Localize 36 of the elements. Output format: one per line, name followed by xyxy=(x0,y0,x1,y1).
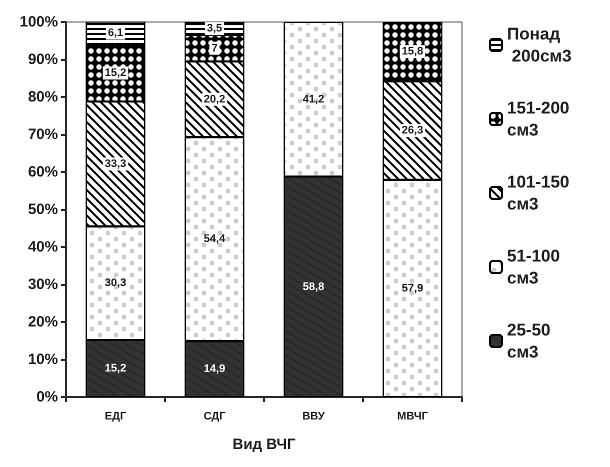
legend-label: 101-150 см3 xyxy=(507,172,574,214)
data-label: 33,3 xyxy=(104,158,126,170)
data-label: 58,8 xyxy=(302,280,324,293)
legend-label: 25-50 см3 xyxy=(507,320,556,362)
y-tick-label: 20% xyxy=(28,314,58,330)
x-tick-label: СДГ xyxy=(204,410,226,422)
x-axis-title: Вид ВЧГ xyxy=(232,436,296,453)
x-tick-label: МВЧГ xyxy=(397,410,429,422)
y-tick-label: 50% xyxy=(28,201,58,218)
data-label: 20,2 xyxy=(204,93,226,106)
y-tick-label: 10% xyxy=(28,351,58,368)
data-label: 15,2 xyxy=(104,67,126,79)
y-tick-label: 100% xyxy=(20,14,58,30)
x-tick-label: ЕДГ xyxy=(104,410,127,422)
data-label: 41,2 xyxy=(302,93,324,106)
y-tick-label: 90% xyxy=(28,51,58,68)
data-label: 3,5 xyxy=(206,22,222,35)
legend-label: 151-200 см3 xyxy=(507,98,574,140)
y-tick-label: 70% xyxy=(28,126,58,143)
data-label: 15,2 xyxy=(104,362,126,374)
data-label: 15,8 xyxy=(402,46,424,58)
data-label: 26,3 xyxy=(402,124,424,137)
data-label: 30,3 xyxy=(104,277,126,290)
y-tick-label: 30% xyxy=(28,276,58,293)
x-tick-label: ВВУ xyxy=(302,410,325,422)
y-tick-label: 40% xyxy=(28,238,58,256)
data-label: 54,4 xyxy=(204,233,226,246)
data-label: 57,9 xyxy=(402,282,424,294)
y-tick-label: 80% xyxy=(28,88,58,106)
legend-label: Понад 200см3 xyxy=(507,24,572,66)
y-tick-label: 0% xyxy=(36,388,58,406)
data-label: 7 xyxy=(211,42,218,54)
data-label: 6,1 xyxy=(108,27,124,40)
y-tick-label: 60% xyxy=(28,164,58,180)
legend-label: 51-100 см3 xyxy=(507,246,565,288)
data-label: 14,9 xyxy=(204,363,226,376)
